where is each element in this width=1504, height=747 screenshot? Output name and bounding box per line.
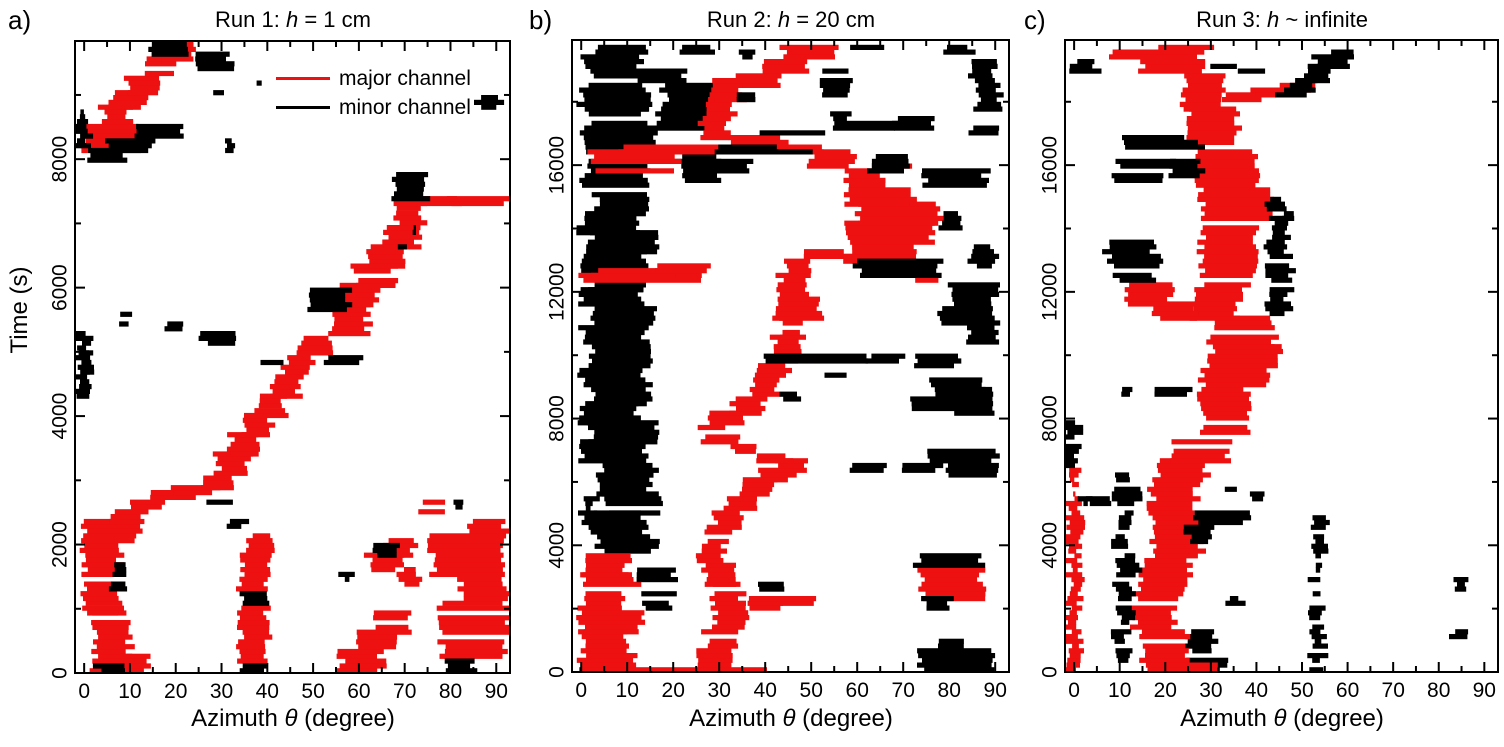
x-tick-label: 20 xyxy=(1154,679,1177,702)
y-axis-title: Time (s) xyxy=(6,266,33,354)
y-tick-label: 8000 xyxy=(1039,395,1062,442)
x-tick-label: 50 xyxy=(301,680,324,703)
x-tick-label: 40 xyxy=(754,679,777,702)
panel-b-letter: b) xyxy=(529,5,553,35)
y-tick-label: 16000 xyxy=(546,136,569,194)
x-tick-label: 50 xyxy=(1290,679,1313,702)
x-tick-label: 90 xyxy=(984,679,1007,702)
x-tick-label: 80 xyxy=(439,680,462,703)
y-tick-label: 2000 xyxy=(49,521,72,568)
y-tick-label: 0 xyxy=(49,667,72,679)
minor-channel-swatch xyxy=(276,106,330,109)
x-tick-label: 70 xyxy=(892,679,915,702)
panel-b-bands xyxy=(576,44,1004,673)
y-tick-label: 4000 xyxy=(49,393,72,440)
panel-b-title: Run 2: h = 20 cm xyxy=(706,7,876,32)
legend-label-minor: minor channel xyxy=(339,95,471,119)
y-tick-label: 4000 xyxy=(546,522,569,569)
panel-c-bands xyxy=(1065,44,1469,673)
x-tick-label: 80 xyxy=(938,679,961,702)
x-tick-label: 90 xyxy=(1473,679,1496,702)
y-tick-label: 0 xyxy=(1039,666,1062,678)
x-tick-label: 10 xyxy=(118,680,141,703)
x-tick-label: 10 xyxy=(616,679,639,702)
panel-a-bands xyxy=(75,42,510,674)
panel-a-letter: a) xyxy=(8,5,32,35)
legend-item-major: major channel xyxy=(276,64,471,93)
panel-a-ticks xyxy=(76,42,509,674)
x-tick-label: 80 xyxy=(1427,679,1450,702)
x-tick-label: 30 xyxy=(210,680,233,703)
y-tick-label: 16000 xyxy=(1039,136,1062,194)
panel-c-frame xyxy=(1064,39,1499,673)
x-tick-label: 10 xyxy=(1108,679,1131,702)
x-tick-label: 30 xyxy=(708,679,731,702)
x-tick-label: 60 xyxy=(347,680,370,703)
x-tick-label: 0 xyxy=(1068,679,1080,702)
y-tick-label: 0 xyxy=(546,666,569,678)
x-tick-label: 20 xyxy=(662,679,685,702)
x-axis-title-c: Azimuth θ (degree) xyxy=(1180,705,1384,732)
x-tick-label: 40 xyxy=(256,680,279,703)
x-tick-label: 50 xyxy=(800,679,823,702)
panel-a-title: Run 1: h = 1 cm xyxy=(215,7,371,32)
y-tick-label: 4000 xyxy=(1039,522,1062,569)
panel-b-ticks xyxy=(573,41,1008,673)
legend-item-minor: minor channel xyxy=(276,93,471,122)
x-tick-label: 60 xyxy=(846,679,869,702)
x-axis-title-a: Azimuth θ (degree) xyxy=(191,705,395,732)
x-tick-label: 0 xyxy=(78,680,90,703)
x-tick-label: 30 xyxy=(1199,679,1222,702)
major-channel-swatch xyxy=(276,77,330,80)
legend: major channel minor channel xyxy=(276,64,471,122)
x-tick-label: 90 xyxy=(485,680,508,703)
y-tick-label: 6000 xyxy=(49,264,72,311)
y-tick-label: 12000 xyxy=(1039,263,1062,321)
x-tick-label: 40 xyxy=(1245,679,1268,702)
x-tick-label: 20 xyxy=(164,680,187,703)
x-tick-label: 60 xyxy=(1336,679,1359,702)
y-tick-label: 12000 xyxy=(546,263,569,321)
y-tick-label: 8000 xyxy=(49,136,72,183)
x-tick-label: 70 xyxy=(1382,679,1405,702)
panel-a-frame xyxy=(74,40,511,674)
panel-c-ticks xyxy=(1066,41,1497,673)
x-axis-title-b: Azimuth θ (degree) xyxy=(689,705,893,732)
panel-c-title: Run 3: h ~ infinite xyxy=(1196,7,1368,32)
legend-label-major: major channel xyxy=(339,66,471,90)
y-tick-label: 8000 xyxy=(546,395,569,442)
panel-c-letter: c) xyxy=(1024,5,1046,35)
x-tick-label: 70 xyxy=(393,680,416,703)
panel-b-frame xyxy=(571,39,1010,673)
x-tick-label: 0 xyxy=(575,679,587,702)
